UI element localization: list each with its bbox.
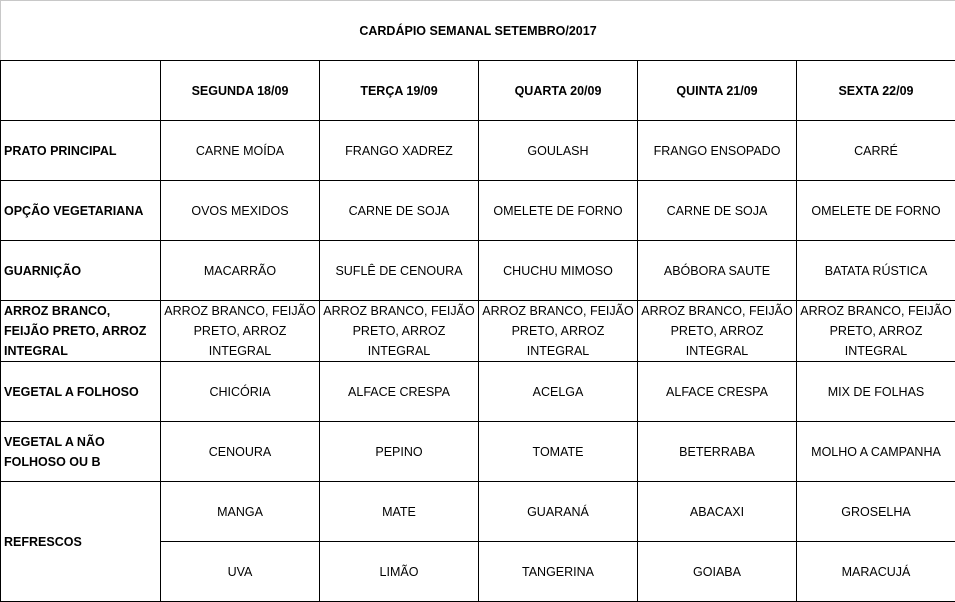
drink-cell: LIMÃO bbox=[319, 541, 479, 602]
day-header: SEXTA 22/09 bbox=[796, 60, 955, 121]
drink-cell: TANGERINA bbox=[478, 541, 638, 602]
table-row: ARROZ BRANCO, FEIJÃO PRETO, ARROZ INTEGR… bbox=[0, 300, 955, 362]
drink-cell: MARACUJÁ bbox=[796, 541, 955, 602]
row-label: REFRESCOS bbox=[0, 481, 161, 602]
menu-cell: CARRÉ bbox=[796, 120, 955, 181]
menu-cell: ABÓBORA SAUTE bbox=[637, 240, 797, 301]
menu-cell: ARROZ BRANCO, FEIJÃO PRETO, ARROZ INTEGR… bbox=[796, 300, 955, 362]
day-header: TERÇA 19/09 bbox=[319, 60, 479, 121]
menu-cell: BETERRABA bbox=[637, 421, 797, 482]
menu-cell: ALFACE CRESPA bbox=[319, 361, 479, 422]
table-row: VEGETAL A NÃO FOLHOSO OU B CENOURA PEPINO T… bbox=[0, 421, 955, 482]
drink-cell: MANGA bbox=[160, 481, 320, 542]
drink-cell: GOIABA bbox=[637, 541, 797, 602]
row-label: VEGETAL A FOLHOSO bbox=[0, 361, 161, 422]
menu-cell: CARNE DE SOJA bbox=[319, 180, 479, 241]
menu-cell: CARNE MOÍDA bbox=[160, 120, 320, 181]
day-header: QUARTA 20/09 bbox=[478, 60, 638, 121]
row-label: VEGETAL A NÃO FOLHOSO OU B bbox=[0, 421, 161, 482]
table-row: GUARNIÇÃO MACARRÃO SUFLÊ DE CENOURA CHUCHU … bbox=[0, 240, 955, 301]
menu-cell: CENOURA bbox=[160, 421, 320, 482]
menu-cell: CARNE DE SOJA bbox=[637, 180, 797, 241]
menu-cell: CHUCHU MIMOSO bbox=[478, 240, 638, 301]
menu-cell: ARROZ BRANCO, FEIJÃO PRETO, ARROZ INTEGR… bbox=[478, 300, 638, 362]
table-row: VEGETAL A FOLHOSO CHICÓRIA ALFACE CRESPA AC… bbox=[0, 361, 955, 422]
menu-cell: ALFACE CRESPA bbox=[637, 361, 797, 422]
table-row: PRATO PRINCIPAL CARNE MOÍDA FRANGO XADREZ G… bbox=[0, 120, 955, 181]
menu-cell: OVOS MEXIDOS bbox=[160, 180, 320, 241]
menu-cell: BATATA RÚSTICA bbox=[796, 240, 955, 301]
menu-cell: FRANGO ENSOPADO bbox=[637, 120, 797, 181]
row-label: OPÇÃO VEGETARIANA bbox=[0, 180, 161, 241]
drink-cell: MATE bbox=[319, 481, 479, 542]
menu-cell: GOULASH bbox=[478, 120, 638, 181]
day-header: SEGUNDA 18/09 bbox=[160, 60, 320, 121]
drink-cell: GUARANÁ bbox=[478, 481, 638, 542]
row-label: PRATO PRINCIPAL bbox=[0, 120, 161, 181]
row-label: GUARNIÇÃO bbox=[0, 240, 161, 301]
menu-cell: OMELETE DE FORNO bbox=[478, 180, 638, 241]
menu-cell: SUFLÊ DE CENOURA bbox=[319, 240, 479, 301]
menu-cell: FRANGO XADREZ bbox=[319, 120, 479, 181]
drink-cell: ABACAXI bbox=[637, 481, 797, 542]
menu-cell: ACELGA bbox=[478, 361, 638, 422]
title-row: CARDÁPIO SEMANAL SETEMBRO/2017 bbox=[0, 0, 955, 61]
menu-cell: ARROZ BRANCO, FEIJÃO PRETO, ARROZ INTEGR… bbox=[160, 300, 320, 362]
drink-cell: GROSELHA bbox=[796, 481, 955, 542]
page-title: CARDÁPIO SEMANAL SETEMBRO/2017 bbox=[0, 0, 955, 61]
menu-cell: ARROZ BRANCO, FEIJÃO PRETO, ARROZ INTEGR… bbox=[319, 300, 479, 362]
menu-cell: MOLHO A CAMPANHA bbox=[796, 421, 955, 482]
menu-cell: CHICÓRIA bbox=[160, 361, 320, 422]
refrescos-row: REFRESCOS MANGA MATE GUARANÁ ABACAXI GROSELHA bbox=[0, 481, 955, 602]
header-row: SEGUNDA 18/09 TERÇA 19/09 QUARTA 20/09 QUIN… bbox=[0, 60, 955, 121]
menu-cell: MIX DE FOLHAS bbox=[796, 361, 955, 422]
table-row: OPÇÃO VEGETARIANA OVOS MEXIDOS CARNE DE SO… bbox=[0, 180, 955, 241]
menu-cell: OMELETE DE FORNO bbox=[796, 180, 955, 241]
menu-cell: MACARRÃO bbox=[160, 240, 320, 301]
drink-cell: UVA bbox=[160, 541, 320, 602]
refrescos-row: UVA LIMÃO TANGERINA GOIABA MARACUJÁ bbox=[1, 541, 955, 602]
menu-cell: ARROZ BRANCO, FEIJÃO PRETO, ARROZ INTEGR… bbox=[637, 300, 797, 362]
menu-cell: TOMATE bbox=[478, 421, 638, 482]
day-header: QUINTA 21/09 bbox=[637, 60, 797, 121]
menu-cell: PEPINO bbox=[319, 421, 479, 482]
row-label: ARROZ BRANCO, FEIJÃO PRETO, ARROZ INTEGR… bbox=[0, 300, 161, 362]
header-corner bbox=[0, 60, 161, 121]
